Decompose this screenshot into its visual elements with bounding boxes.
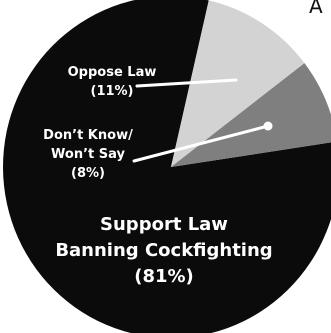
unsure-label: Don’t Know/Won’t Say (8%) [43,128,133,181]
oppose-label: Oppose Law (11%) [68,65,157,99]
unsure-leader-dot [263,121,273,131]
oppose-label-line-2: (11%) [91,84,134,99]
header-fragment-text: A [309,0,323,18]
support-label-line-3: (81%) [134,266,194,287]
support-label-line-2: Banning Cockfighting [55,240,272,261]
unsure-label-line-3: (8%) [71,166,105,181]
unsure-label-line-1: Don’t Know/ [43,128,133,143]
pie-slice-support [3,0,331,333]
oppose-label-line-1: Oppose Law [68,65,157,80]
pie-slice-oppose [171,0,305,167]
oppose-leader-line [135,78,238,88]
support-label-line-1: Support Law [100,214,228,235]
unsure-label-line-2: Won’t Say [51,147,125,162]
support-label: Support Law Banning Cockfighting (81%) [55,214,272,287]
unsure-leader-line [132,124,270,163]
